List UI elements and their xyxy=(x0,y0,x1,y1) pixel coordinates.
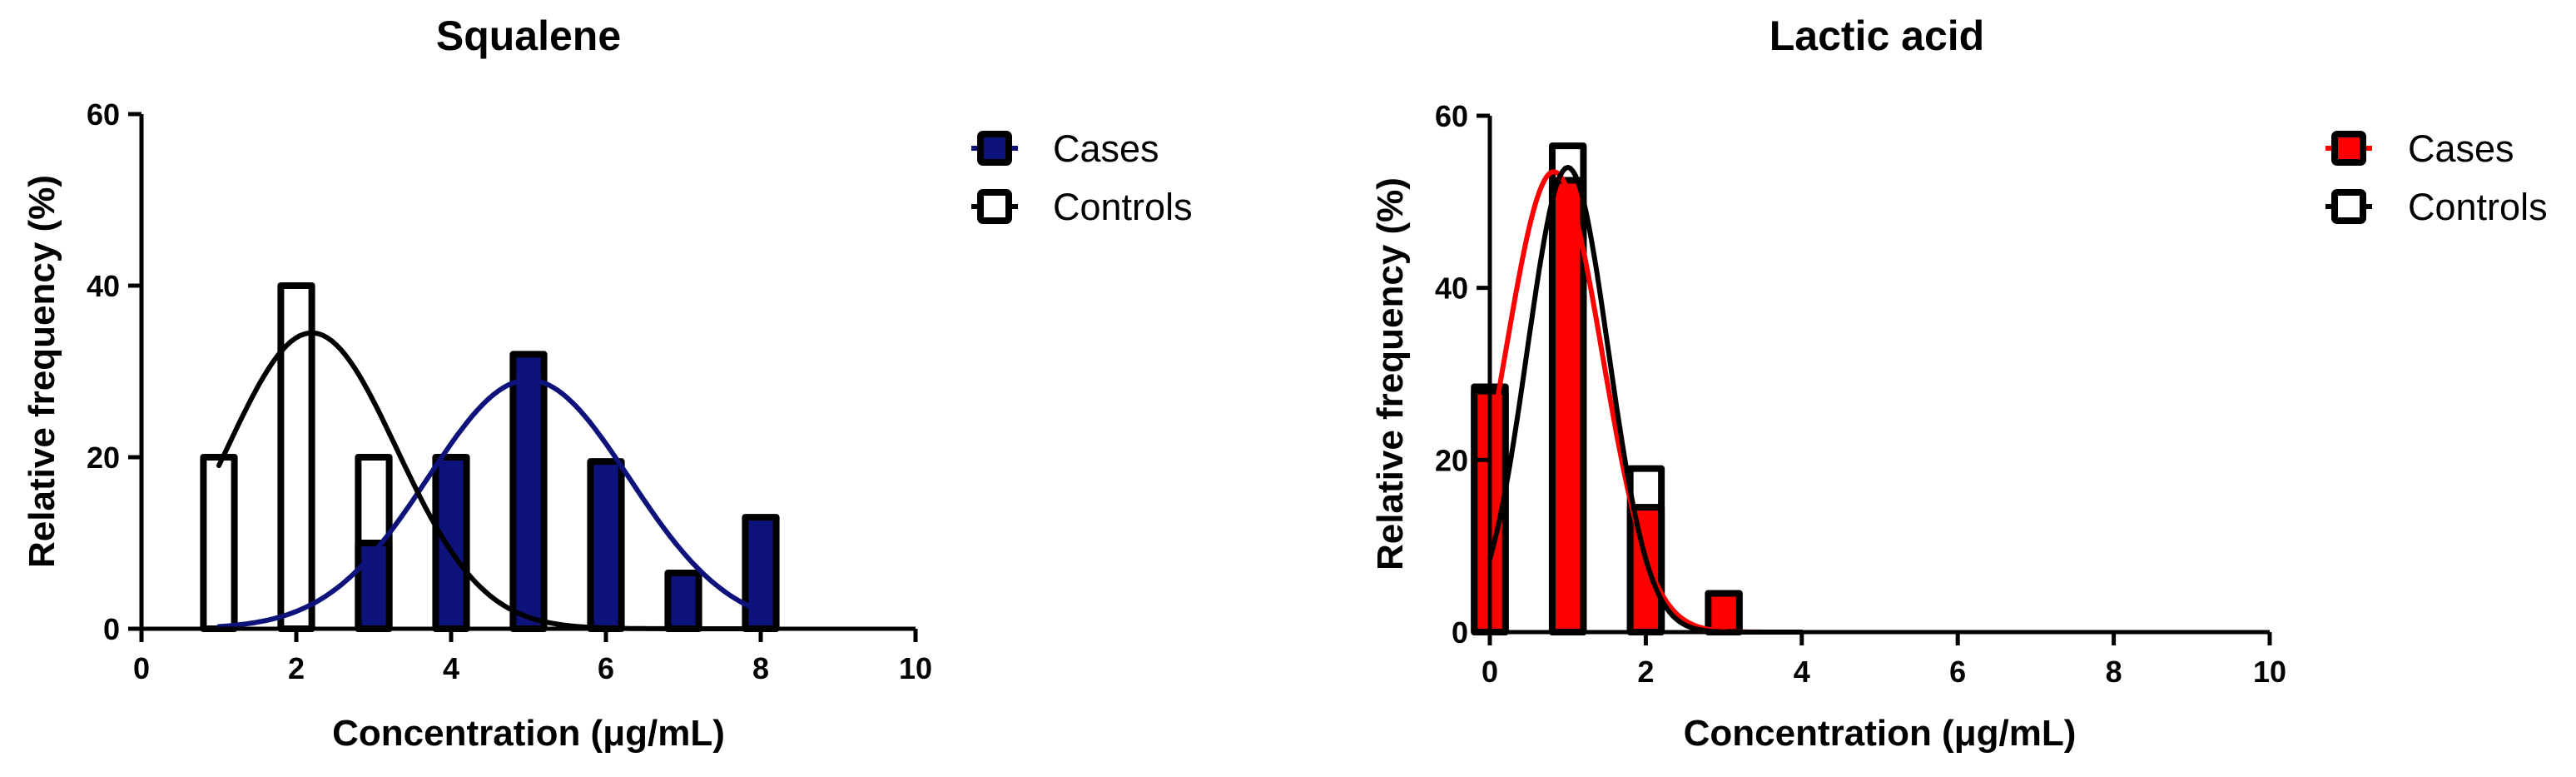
legend-item-cases: Cases xyxy=(971,127,1159,170)
legend-swatch xyxy=(977,131,1012,166)
legend-item-controls: Controls xyxy=(971,186,1193,228)
x-tick-label: 8 xyxy=(752,651,769,685)
y-tick-label: 40 xyxy=(1435,271,1468,306)
bar xyxy=(200,454,238,632)
x-tick-label: 0 xyxy=(133,651,150,685)
y-tick-label: 20 xyxy=(1435,443,1468,477)
y-tick-label: 0 xyxy=(1452,615,1468,650)
legend-label: Controls xyxy=(1053,186,1193,228)
x-tick-label: 4 xyxy=(1794,655,1810,689)
bar xyxy=(355,540,393,632)
legend: Cases Controls xyxy=(2325,127,2548,228)
y-axis-label: Relative frequency (%) xyxy=(22,175,62,568)
x-tick-label: 0 xyxy=(1482,655,1498,689)
bar xyxy=(664,570,702,632)
x-tick-label: 8 xyxy=(2106,655,2122,689)
y-axis-label: Relative frequency (%) xyxy=(1370,177,1411,570)
x-axis-label: Concentration (μg/mL) xyxy=(1684,713,2077,754)
y-tick-label: 60 xyxy=(1435,99,1468,133)
legend-item-cases: Cases xyxy=(2325,127,2514,170)
bar xyxy=(587,458,625,633)
legend-swatch xyxy=(2331,131,2366,166)
chart-title: Squalene xyxy=(436,12,621,59)
x-tick-label: 4 xyxy=(443,651,459,685)
bar xyxy=(1548,177,1587,635)
bar-series-cases xyxy=(1471,177,1743,636)
x-tick-label: 10 xyxy=(899,651,932,685)
squalene-panel: Squalene Concentration (μg/mL) Relative fr… xyxy=(22,12,1193,754)
legend-label: Cases xyxy=(1053,127,1159,170)
x-tick-label: 6 xyxy=(598,651,614,685)
y-tick-label: 20 xyxy=(87,441,120,475)
x-axis-label: Concentration (μg/mL) xyxy=(332,713,725,754)
bar xyxy=(432,454,470,632)
legend: Cases Controls xyxy=(971,127,1193,228)
y-tick-label: 60 xyxy=(87,97,120,132)
x-tick-label: 10 xyxy=(2253,655,2286,689)
x-tick-label: 2 xyxy=(288,651,305,685)
legend-swatch xyxy=(977,189,1012,224)
legend-item-controls: Controls xyxy=(2325,186,2548,228)
x-tick-label: 6 xyxy=(1949,655,1966,689)
legend-label: Cases xyxy=(2408,127,2514,170)
y-tick-label: 0 xyxy=(103,612,120,646)
bar xyxy=(509,351,548,632)
chart-title: Lactic acid xyxy=(1769,12,1984,59)
bar xyxy=(1705,590,1743,635)
x-tick-label: 2 xyxy=(1637,655,1654,689)
legend-label: Controls xyxy=(2408,186,2548,228)
lactic-acid-panel: Lactic acid Concentration (μg/mL) Relative… xyxy=(1370,12,2548,754)
legend-swatch xyxy=(2331,189,2366,224)
fit-curve-cases xyxy=(216,377,763,630)
y-tick-label: 40 xyxy=(87,269,120,303)
fit-curve-controls xyxy=(1487,165,1804,635)
